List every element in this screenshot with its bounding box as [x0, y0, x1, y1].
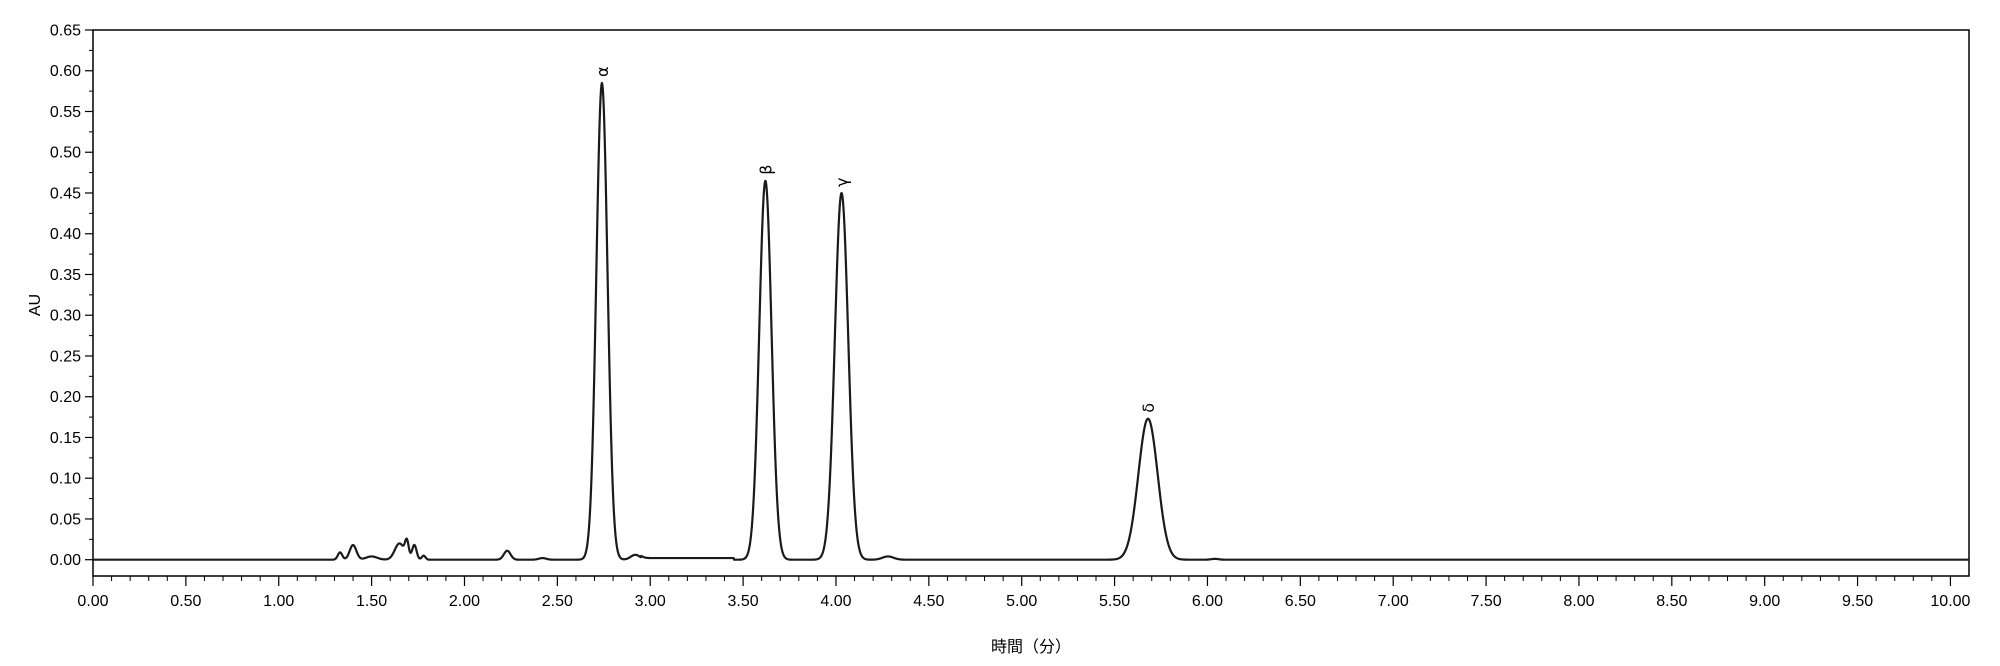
x-tick-label: 4.00: [820, 593, 851, 610]
peak-label: γ: [833, 178, 852, 187]
y-tick-label: 0.45: [50, 185, 81, 202]
x-tick-label: 9.00: [1749, 593, 1780, 610]
y-tick-label: 0.25: [50, 348, 81, 365]
y-tick-label: 0.40: [50, 226, 81, 243]
y-tick-label: 0.65: [50, 23, 81, 40]
x-tick-label: 3.50: [728, 593, 759, 610]
x-tick-label: 1.50: [356, 593, 387, 610]
x-tick-label: 6.00: [1192, 593, 1223, 610]
x-tick-label: 0.50: [170, 593, 201, 610]
y-axis: 0.00 0.05 0.10 0.15 0.20 0.25 0.30 0.35 0.40 0.45…: [50, 23, 93, 569]
y-tick-label: 0.30: [50, 308, 81, 325]
y-tick-label: 0.50: [50, 145, 81, 162]
y-tick-label: 0.00: [50, 552, 81, 569]
x-tick-label: 6.50: [1285, 593, 1316, 610]
plot-frame: [92, 29, 1970, 577]
x-tick-label: 2.00: [449, 593, 480, 610]
y-tick-label: 0.55: [50, 104, 81, 121]
y-axis-title: AU: [27, 294, 44, 316]
y-tick-label: 0.15: [50, 430, 81, 447]
y-tick-label: 0.60: [50, 63, 81, 80]
y-tick-label: 0.35: [50, 267, 81, 284]
x-tick-label: 5.00: [1006, 593, 1037, 610]
x-tick-label: 7.50: [1470, 593, 1501, 610]
y-tick-label: 0.20: [50, 389, 81, 406]
peak-annotations: α β γ δ: [593, 66, 1158, 412]
chromatogram-trace: [92, 81, 1970, 561]
x-tick-label: 9.50: [1842, 593, 1873, 610]
x-tick-label: 0.00: [77, 593, 108, 610]
peak-label: β: [756, 165, 775, 175]
x-tick-label: 7.00: [1378, 593, 1409, 610]
x-tick-label: 5.50: [1099, 593, 1130, 610]
x-axis-title: 時間（分）: [991, 638, 1071, 656]
x-tick-label: 4.50: [913, 593, 944, 610]
x-tick-label: 2.50: [542, 593, 573, 610]
x-tick-label: 1.00: [263, 593, 294, 610]
y-tick-label: 0.10: [50, 471, 81, 488]
x-tick-label: 8.00: [1563, 593, 1594, 610]
x-axis: 0.00 0.50 1.00 1.50 2.00 2.50 3.00 3.50 4.00 4.50…: [77, 576, 1971, 610]
y-tick-label: 0.05: [50, 511, 81, 528]
x-tick-label: 3.00: [635, 593, 666, 610]
peak-label: δ: [1139, 403, 1158, 413]
peak-label: α: [593, 66, 612, 77]
x-tick-label: 8.50: [1656, 593, 1687, 610]
x-tick-label: 10.00: [1930, 593, 1970, 610]
